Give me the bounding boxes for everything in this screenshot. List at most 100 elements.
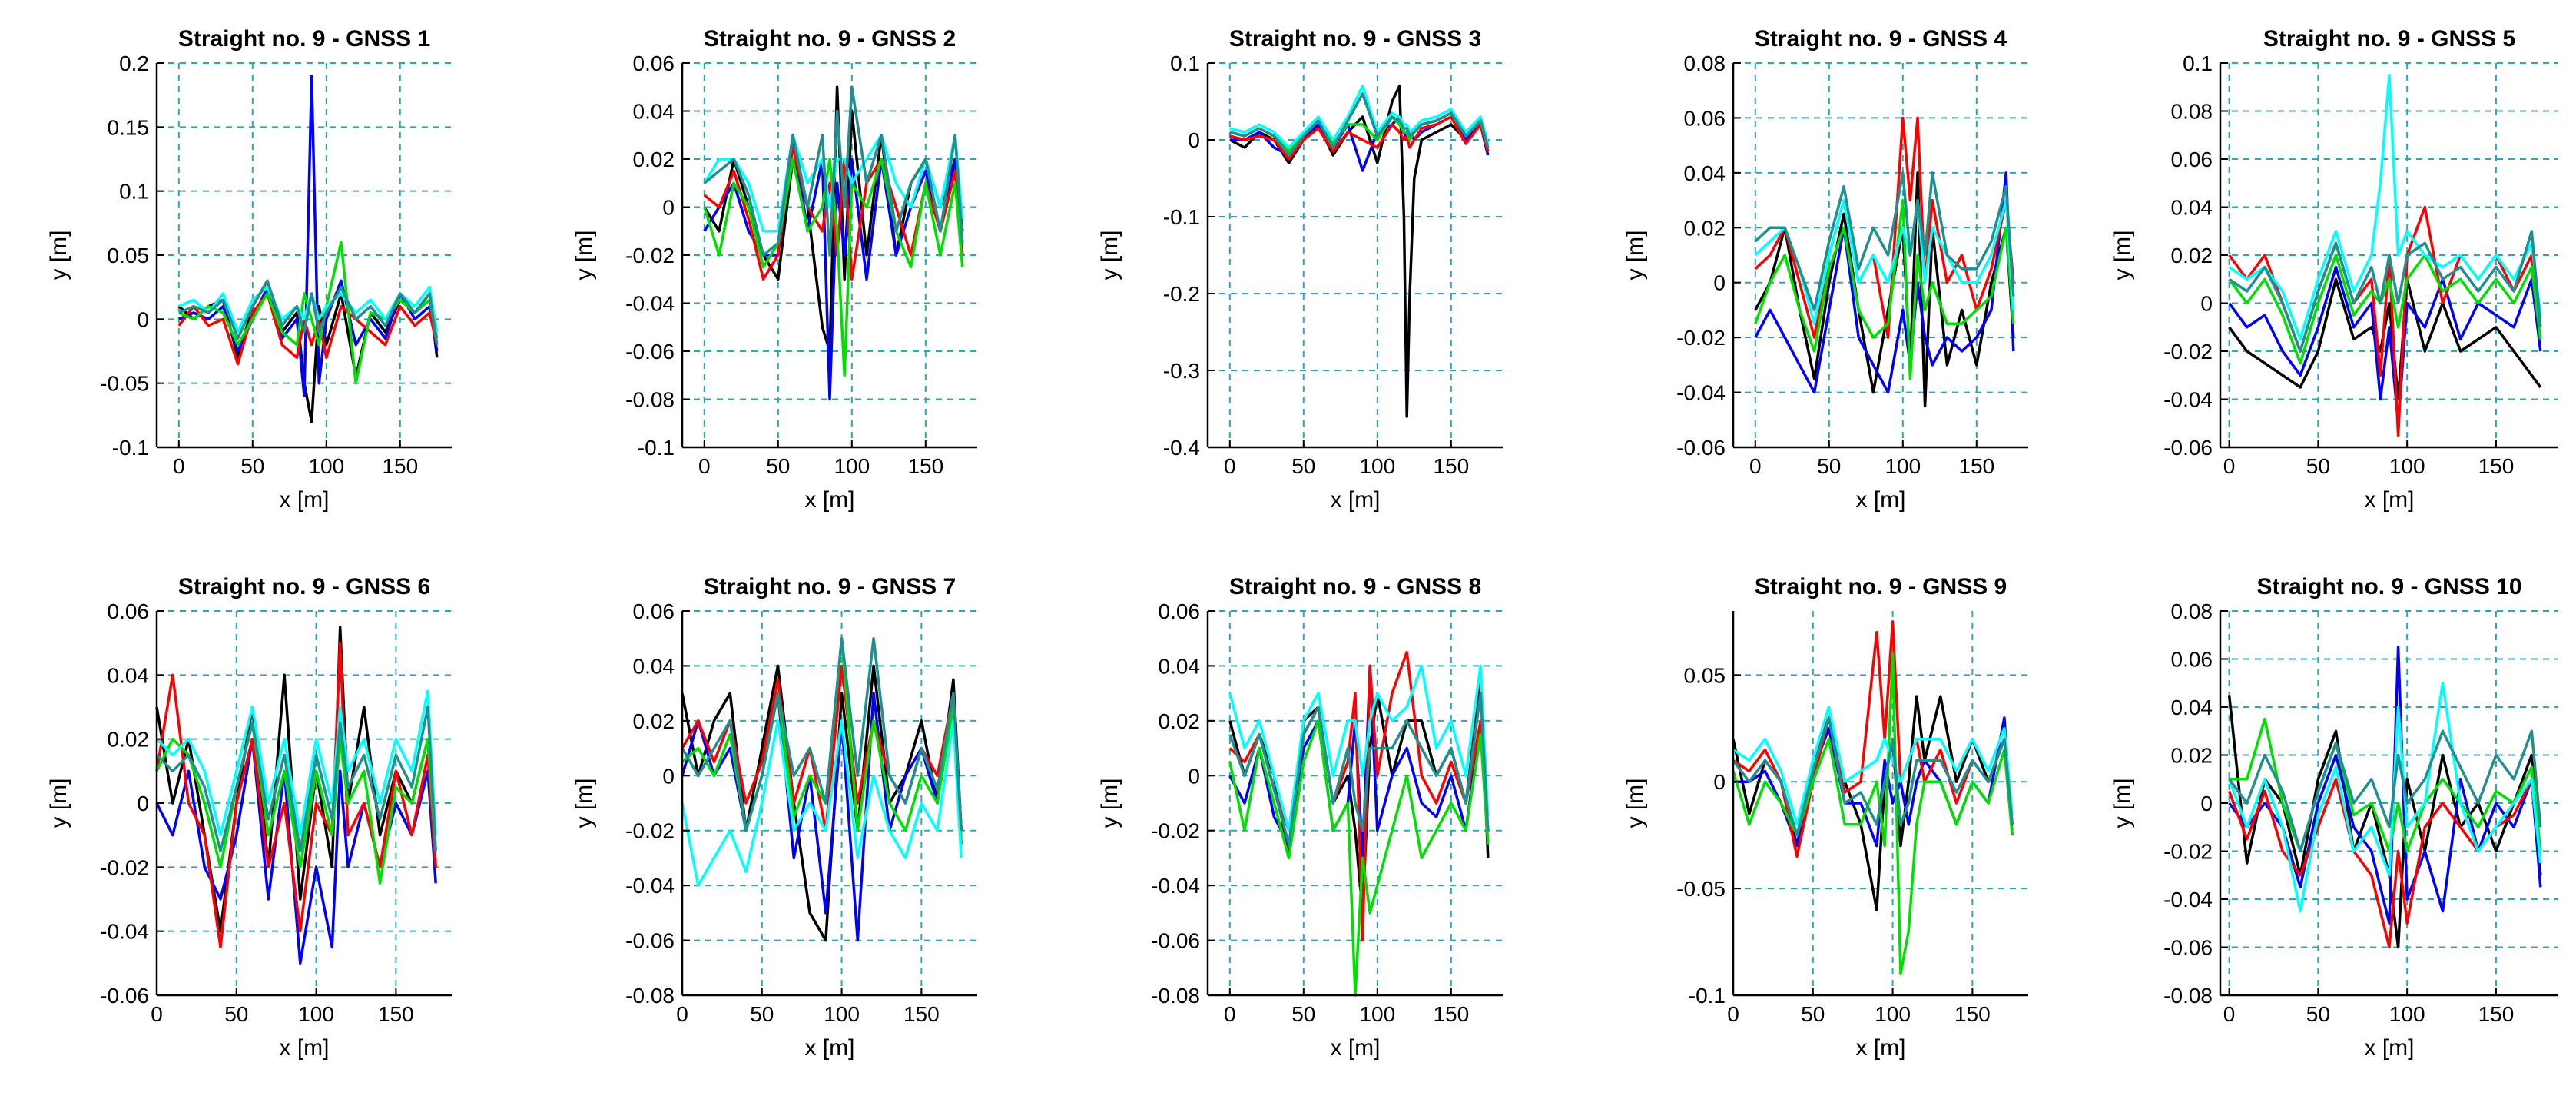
chart-9-series-cyan xyxy=(1732,706,2014,826)
chart-8-series-cyan xyxy=(1228,664,1490,832)
chart-9-xtick-label: 150 xyxy=(1954,1002,1991,1026)
chart-3-xtick-label: 0 xyxy=(1224,454,1236,478)
chart-7-ytick-label: -0.06 xyxy=(625,929,675,953)
chart-4-title: Straight no. 9 - GNSS 4 xyxy=(1755,26,2007,51)
chart-2-xtick-label: 50 xyxy=(766,454,790,478)
chart-2-ytick-label: -0.06 xyxy=(625,340,675,364)
chart-5-series-cyan xyxy=(2228,73,2542,341)
chart-7-xlabel: x [m] xyxy=(805,1035,855,1061)
chart-4-xtick-label: 100 xyxy=(1885,454,1921,478)
chart-3-ytick-label: 0 xyxy=(1188,128,1200,152)
chart-10-title: Straight no. 9 - GNSS 10 xyxy=(2256,574,2521,599)
chart-8-xtick-label: 150 xyxy=(1433,1002,1469,1026)
chart-5-title: Straight no. 9 - GNSS 5 xyxy=(2263,26,2515,51)
chart-5-series-green xyxy=(2228,254,2542,365)
chart-10-xtick-label: 100 xyxy=(2389,1002,2425,1026)
chart-9-title: Straight no. 9 - GNSS 9 xyxy=(1755,574,2007,599)
chart-6-xtick-label: 0 xyxy=(151,1002,163,1026)
chart-9-ytick-label: 0.05 xyxy=(1684,663,1726,687)
chart-7-ytick-label: -0.04 xyxy=(625,874,675,898)
chart-7-ytick-label: 0.02 xyxy=(633,709,675,733)
chart-9-xlabel: x [m] xyxy=(1856,1035,1906,1061)
chart-5-series-teal xyxy=(2228,230,2542,353)
chart-5-xtick-label: 50 xyxy=(2306,454,2330,478)
chart-5-series-blue xyxy=(2228,265,2542,425)
chart-1: Straight no. 9 - GNSS 1 0 50 100 150 -0.1 -0.0… xyxy=(46,26,452,513)
chart-1-ytick-label: -0.1 xyxy=(112,436,149,460)
chart-7-xtick-label: 100 xyxy=(824,1002,860,1026)
chart-10-ytick-label: 0.06 xyxy=(2171,648,2213,672)
chart-8: Straight no. 9 - GNSS 8 0 50 100 150 -0.08 -0.… xyxy=(1097,574,1503,1061)
chart-8-ytick-label: -0.06 xyxy=(1151,929,1200,953)
chart-10-ytick-label: -0.08 xyxy=(2163,984,2213,1008)
chart-4-ytick-label: -0.02 xyxy=(1676,326,1726,350)
chart-2-ytick-label: 0.04 xyxy=(633,100,675,124)
chart-7-title: Straight no. 9 - GNSS 7 xyxy=(704,574,956,599)
chart-1-series-teal xyxy=(178,279,439,345)
chart-9-xtick-label: 50 xyxy=(1801,1002,1825,1026)
chart-10-ytick-label: -0.02 xyxy=(2163,840,2213,864)
chart-5-ytick-label: -0.06 xyxy=(2163,436,2213,460)
chart-10-xtick-label: 0 xyxy=(2223,1002,2236,1026)
chart-7-series-teal xyxy=(681,636,963,832)
chart-1-xtick-label: 150 xyxy=(382,454,418,478)
chart-5: Straight no. 9 - GNSS 5 0 50 100 150 -0.06 -0.… xyxy=(2110,26,2558,513)
chart-4-series-red xyxy=(1754,116,2015,339)
chart-3-title: Straight no. 9 - GNSS 3 xyxy=(1229,26,1481,51)
chart-7-xtick-label: 0 xyxy=(676,1002,688,1026)
chart-3-ytick-label: -0.4 xyxy=(1163,436,1200,460)
chart-4: Straight no. 9 - GNSS 4 0 50 100 150 -0.06 -0.… xyxy=(1623,26,2028,513)
chart-1-ytick-label: -0.05 xyxy=(100,372,149,396)
chart-10-ylabel: y [m] xyxy=(2110,779,2135,828)
chart-10-ytick-label: -0.04 xyxy=(2163,888,2213,911)
chart-5-xtick-label: 100 xyxy=(2389,454,2425,478)
chart-10-xtick-label: 50 xyxy=(2306,1002,2330,1026)
chart-8-xlabel: x [m] xyxy=(1331,1035,1381,1061)
chart-6-ytick-label: -0.06 xyxy=(100,984,149,1008)
chart-2-series-teal xyxy=(703,85,964,257)
chart-4-ytick-label: -0.04 xyxy=(1676,381,1726,405)
chart-2-ytick-label: 0.06 xyxy=(633,51,675,75)
chart-1-series-red xyxy=(177,292,439,366)
chart-4-xtick-label: 50 xyxy=(1817,454,1841,478)
chart-3-series-red xyxy=(1229,115,1490,161)
chart-10-ytick-label: -0.06 xyxy=(2163,936,2213,960)
chart-7-ytick-label: 0.04 xyxy=(633,654,675,678)
chart-4-ytick-label: 0.08 xyxy=(1684,51,1726,75)
chart-3-xtick-label: 150 xyxy=(1433,454,1469,478)
chart-7-ylabel: y [m] xyxy=(572,779,597,828)
chart-2-series-cyan xyxy=(703,134,964,233)
chart-10: Straight no. 9 - GNSS 10 0 50 100 150 -0.08 -0… xyxy=(2110,574,2558,1061)
chart-4-xtick-label: 150 xyxy=(1958,454,1994,478)
chart-2-ytick-label: 0.02 xyxy=(633,148,675,171)
chart-1-ylabel: y [m] xyxy=(46,231,71,281)
chart-4-series-green xyxy=(1754,198,2015,380)
chart-7-xtick-label: 150 xyxy=(903,1002,940,1026)
chart-6-ylabel: y [m] xyxy=(46,779,71,828)
chart-3-series-black xyxy=(1228,85,1490,418)
chart-4-ylabel: y [m] xyxy=(1623,231,1648,281)
chart-1-xlabel: x [m] xyxy=(280,487,330,513)
chart-5-ytick-label: 0.04 xyxy=(2171,196,2213,220)
chart-3-ylabel: y [m] xyxy=(1097,231,1122,281)
chart-2: Straight no. 9 - GNSS 2 0 50 100 150 -0.1 -0.0… xyxy=(572,26,977,513)
chart-8-ylabel: y [m] xyxy=(1097,779,1122,828)
chart-1-ytick-label: 0.15 xyxy=(108,115,150,139)
chart-4-ytick-label: 0 xyxy=(1713,271,1726,295)
chart-9-ytick-label: 0 xyxy=(1713,770,1726,794)
chart-2-ytick-label: 0 xyxy=(662,196,675,220)
chart-7-ytick-label: 0.06 xyxy=(633,599,675,623)
chart-2-xtick-label: 150 xyxy=(907,454,943,478)
chart-8-title: Straight no. 9 - GNSS 8 xyxy=(1229,574,1481,599)
chart-10-ytick-label: 0.02 xyxy=(2171,744,2213,768)
chart-3-xtick-label: 50 xyxy=(1291,454,1315,478)
chart-5-series-black xyxy=(2228,277,2542,401)
chart-9-series-teal xyxy=(1732,716,2014,837)
chart-3-series-teal xyxy=(1229,92,1490,157)
chart-8-ytick-label: 0.06 xyxy=(1159,599,1201,623)
chart-5-ytick-label: -0.04 xyxy=(2163,388,2213,412)
chart-7-ytick-label: -0.08 xyxy=(625,984,675,1008)
chart-2-series-green xyxy=(703,158,964,377)
chart-5-xtick-label: 150 xyxy=(2478,454,2515,478)
chart-2-title: Straight no. 9 - GNSS 2 xyxy=(704,26,956,51)
